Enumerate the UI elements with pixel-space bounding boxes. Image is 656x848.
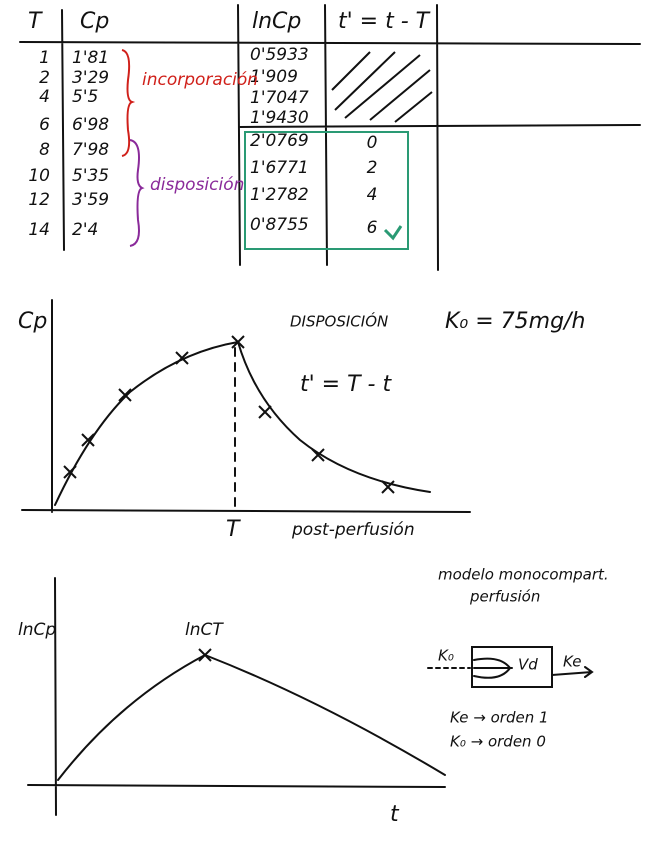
- table-lines: [19, 4, 641, 271]
- cell-t: 6: [39, 115, 50, 135]
- model-label: Ke: [563, 653, 582, 671]
- axis-label: t: [390, 802, 400, 827]
- cell-lncp: 2'0769: [250, 131, 309, 151]
- cell-t-prime: 4: [367, 185, 378, 205]
- cell-cp: 3'29: [72, 68, 109, 88]
- graph-2: [27, 577, 446, 816]
- header: lnCp: [252, 9, 301, 34]
- cell-lncp: 0'5933: [250, 45, 309, 65]
- cell-t-prime: 2: [367, 158, 378, 178]
- graph-1: [21, 299, 471, 513]
- header: Cp: [80, 9, 109, 34]
- model-label: K₀: [438, 647, 454, 665]
- table-rows: 124681012141'813'295'56'987'985'353'592'…: [28, 45, 377, 240]
- model-note: K₀ → orden 0: [450, 733, 546, 751]
- cell-cp: 1'81: [72, 48, 109, 68]
- annotation: K₀ = 75mg/h: [445, 309, 585, 334]
- bracket-label: disposición: [150, 175, 244, 195]
- cell-t: 8: [39, 140, 50, 160]
- bracket-label: incorporación: [142, 70, 258, 90]
- model-label: Vd: [518, 656, 538, 674]
- model-note: Ke → orden 1: [450, 709, 549, 727]
- cell-t: 10: [28, 166, 50, 186]
- cell-cp: 2'4: [72, 220, 98, 240]
- header: T: [28, 9, 43, 34]
- cell-t: 12: [28, 190, 50, 210]
- model-diagram: [427, 646, 594, 688]
- cell-t: 2: [39, 68, 50, 88]
- cell-lncp: 1'9430: [250, 108, 309, 128]
- header: t' = t - T: [338, 9, 431, 34]
- cell-cp: 3'59: [72, 190, 109, 210]
- model-title: modelo monocompart.: [438, 566, 609, 584]
- graph-title: DISPOSICIÓN: [290, 312, 388, 331]
- cell-t-prime: 0: [367, 133, 378, 153]
- cell-t-prime: 6: [367, 218, 378, 238]
- annotation: lnCT: [185, 620, 224, 640]
- cell-lncp: 1'7047: [250, 88, 309, 108]
- cell-lncp: 0'8755: [250, 215, 309, 235]
- cell-t: 4: [39, 87, 50, 107]
- axis-mark: T: [226, 517, 241, 542]
- cell-lncp: 1'909: [250, 67, 298, 87]
- cell-cp: 5'35: [72, 166, 109, 186]
- axis-label: lnCp: [18, 620, 56, 640]
- cell-cp: 7'98: [72, 140, 109, 160]
- cell-cp: 5'5: [72, 87, 98, 107]
- axis-label: post-perfusión: [291, 520, 415, 540]
- model-subtitle: perfusión: [469, 588, 540, 606]
- cell-t: 14: [28, 220, 50, 240]
- cell-lncp: 1'2782: [250, 185, 309, 205]
- cell-lncp: 1'6771: [250, 158, 309, 178]
- cell-t: 1: [39, 48, 50, 68]
- cell-cp: 6'98: [72, 115, 109, 135]
- annotation: t' = T - t: [300, 372, 392, 397]
- axis-label: Cp: [18, 309, 47, 334]
